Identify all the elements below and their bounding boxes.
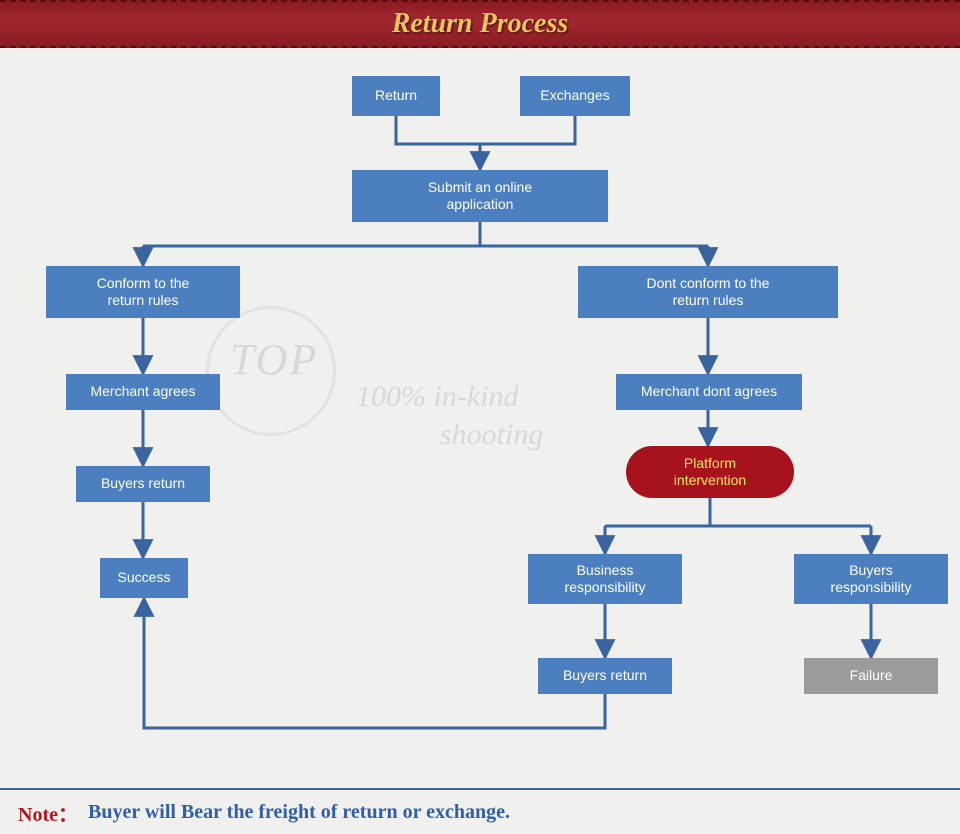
node-buyresp: Buyers responsibility <box>794 554 948 604</box>
node-buyret2: Buyers return <box>538 658 672 694</box>
node-mdont: Merchant dont agrees <box>616 374 802 410</box>
note-label: Note： <box>18 798 78 827</box>
node-dontconform: Dont conform to the return rules <box>578 266 838 318</box>
note-text: Buyer will Bear the freight of return or… <box>88 801 510 824</box>
watermark-line2: shooting <box>440 418 543 452</box>
node-exchanges: Exchanges <box>520 76 630 116</box>
page-title: Return Process <box>392 8 569 40</box>
header-banner: Return Process <box>0 0 960 48</box>
node-conform: Conform to the return rules <box>46 266 240 318</box>
node-bizresp: Business responsibility <box>528 554 682 604</box>
node-failure: Failure <box>804 658 938 694</box>
flowchart-canvas: TOP 100% in-kind shooting Return Exchange… <box>0 48 960 788</box>
node-submit: Submit an online application <box>352 170 608 222</box>
watermark-top: TOP <box>230 334 318 385</box>
footer-note: Note： Buyer will Bear the freight of ret… <box>0 788 960 834</box>
node-platform: Platform intervention <box>626 446 794 498</box>
node-return: Return <box>352 76 440 116</box>
node-magree: Merchant agrees <box>66 374 220 410</box>
watermark-circle <box>206 306 336 436</box>
watermark-line1: 100% in-kind <box>356 380 518 414</box>
node-buyret1: Buyers return <box>76 466 210 502</box>
node-success: Success <box>100 558 188 598</box>
